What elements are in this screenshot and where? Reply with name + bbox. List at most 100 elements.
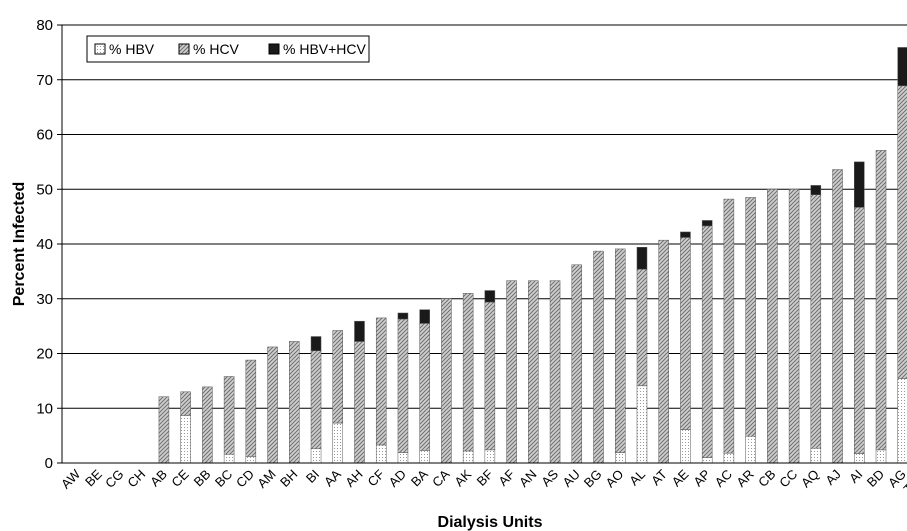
legend-swatch-hcv [178,43,190,55]
bar-segment-hbv-hcv [354,320,365,342]
legend-label-hbv-hcv: % HBV+HCV [283,41,367,57]
bar-segment-hbv [223,453,235,464]
bar-segment-hbv [615,452,626,464]
y-tick-label: 40 [36,236,53,253]
bar-segment-hbv [723,452,735,464]
bar-segment-hcv [636,268,648,387]
x-tick-label: AR [733,467,756,490]
bar-segment-hcv [549,280,561,464]
bar-segment-hcv [615,248,626,453]
bars [158,47,907,464]
y-tick-label: 30 [36,291,53,308]
y-tick-label: 50 [36,181,53,198]
x-tick-label: AP [690,467,713,490]
bar-segment-hcv [897,85,907,379]
bar-segment-hcv [484,301,496,451]
bar-segment-hcv [289,341,300,464]
x-tick-label: BD [864,467,887,490]
bar-segment-hbv [854,453,865,464]
x-tick-label: BB [191,467,214,490]
bar-segment-hcv [419,323,430,451]
x-tick-label: BE [82,466,105,489]
bar-segment-hbv [310,448,322,464]
x-tick-label: BC [212,467,235,490]
bar-segment-hcv [680,237,691,430]
bar-segment-hbv [636,385,648,464]
bar-segment-hbv-hcv [397,312,409,320]
x-tick-label: AD [386,467,409,490]
bar-segment-hcv [854,207,865,454]
x-tick-label: AT [648,466,670,488]
x-tick-label: AQ [798,467,822,491]
bar-segment-hcv [593,250,604,464]
legend: % HBV % HCV % HBV+HCV [86,35,370,63]
bar-segment-hbv [180,415,191,464]
y-axis-ticks: 0 10 20 30 40 50 60 70 80 [36,17,62,472]
legend-swatch-hbv [94,43,106,55]
x-tick-label: BG [581,467,605,491]
x-tick-label: CF [364,466,387,489]
x-tick-label: AL [626,467,648,489]
y-tick-label: 10 [36,400,53,417]
bar-segment-hcv [375,317,387,446]
bar-segment-hcv [310,350,322,450]
legend-label-hbv: % HBV [109,41,155,57]
x-tick-label: AI [846,467,865,486]
x-tick-label: BH [277,467,300,490]
bar-segment-hbv [397,452,409,464]
x-tick-label: AW [58,466,84,492]
x-tick-label: AM [254,467,278,491]
x-tick-label: CH [124,467,148,491]
bar-segment-hbv [745,435,756,464]
bar-segment-hbv [419,450,430,464]
bar-segment-hbv [897,378,907,464]
x-tick-label: BA [408,466,431,489]
y-axis-title: Percent Infected [11,182,28,306]
x-tick-label: BI [303,467,322,486]
y-tick-label: 0 [45,455,53,472]
bar-segment-hcv [832,169,843,464]
bar-segment-hbv-hcv [810,185,822,195]
bar-segment-hcv [180,391,191,416]
bar-segment-hcv [788,189,800,464]
x-tick-label: CD [233,467,257,491]
bar-segment-hbv [701,457,713,464]
y-tick-label: 20 [36,346,53,363]
bar-segment-hcv [223,376,235,455]
bar-segment-hbv [810,447,822,464]
bar-segment-hcv [658,239,669,464]
bar-segment-hbv-hcv [310,336,322,352]
bar-segment-hcv [397,318,409,453]
bar-segment-hcv [723,198,735,454]
bar-segment-hcv [202,386,213,464]
x-tick-label: Total [901,466,907,496]
bar-segment-hcv [767,189,778,464]
x-tick-label: BF [474,466,496,488]
bar-segment-hcv [354,341,365,464]
bar-segment-hbv [875,449,887,464]
bar-segment-hcv [462,293,474,452]
bar-segment-hcv [245,359,257,457]
x-tick-label: AK [451,466,474,489]
y-tick-label: 70 [36,72,53,89]
x-tick-label: CG [102,467,126,491]
bar-segment-hbv [484,449,496,464]
bar-segment-hcv [875,150,887,451]
x-tick-label: CB [755,467,778,490]
x-tick-label: AB [147,467,170,490]
x-tick-label: AF [495,466,517,488]
bar-segment-hbv-hcv [701,220,713,227]
bar-segment-hbv [680,429,691,464]
x-tick-label: CC [776,467,800,491]
bar-segment-hbv [375,444,387,464]
bar-segment-hcv [506,280,517,464]
bar-segment-hcv [571,264,583,464]
bar-segment-hcv [528,280,539,464]
legend-label-hcv: % HCV [193,41,240,57]
x-tick-label: AC [712,467,735,490]
bar-segment-hcv [810,194,822,449]
x-tick-label: AA [321,466,344,489]
